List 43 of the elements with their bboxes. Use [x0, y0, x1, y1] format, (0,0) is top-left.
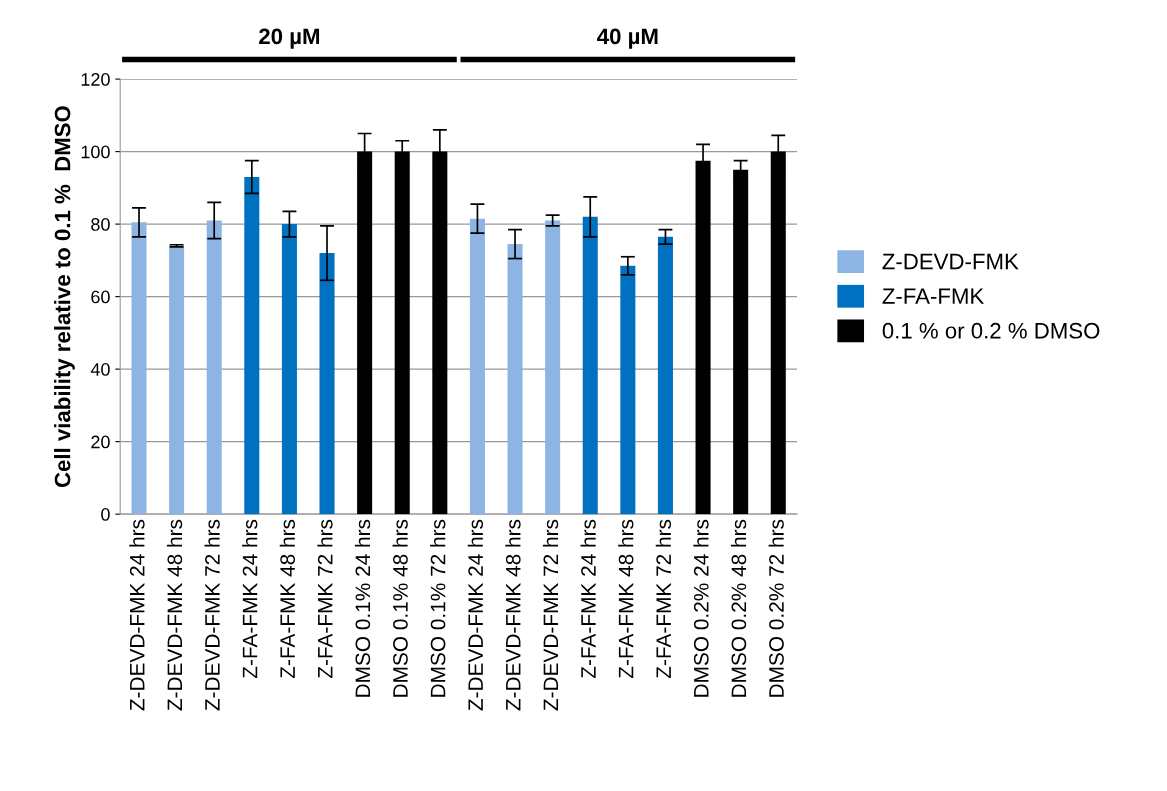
x-tick-label: Z-FA-FMK 48 hrs [279, 519, 296, 679]
x-tick-label: Z-DEVD-FMK 48 hrs [166, 519, 183, 711]
y-axis-title: Cell viability relative to 0.1 % DMSO [54, 106, 75, 488]
x-tick-label: Z-DEVD-FMK 72 hrs [204, 519, 220, 711]
x-tick-label: Z-DEVD-FMK 24 hrs [467, 519, 484, 711]
legend-label: 0.1 % or 0.2 % DMSO [882, 322, 1100, 339]
x-tick-label: Z-FA-FMK 24 hrs [580, 519, 596, 679]
bar [657, 236, 673, 515]
y-tick-label: 120 [81, 73, 110, 86]
bar [281, 224, 297, 515]
x-tick-label: Z-FA-FMK 48 hrs [618, 519, 634, 679]
bar [131, 222, 147, 515]
y-tick-label: 60 [91, 290, 110, 304]
x-tick-label: DMSO 0.1% 72 hrs [430, 519, 446, 697]
x-tick-label: Z-DEVD-FMK 72 hrs [542, 519, 559, 711]
x-tick-label: Z-FA-FMK 72 hrs [317, 519, 333, 679]
x-tick-label: Z-FA-FMK 72 hrs [655, 519, 672, 679]
bar [469, 218, 485, 515]
legend-label: Z-FA-FMK [882, 288, 985, 304]
y-tick-label: 40 [90, 363, 110, 376]
x-tick-label: Z-DEVD-FMK 48 hrs [505, 519, 521, 711]
text: 20 µM [259, 28, 320, 49]
x-tick-label: DMSO 0.1% 24 hrs [354, 519, 371, 697]
legend-label: Z-DEVD-FMK [882, 253, 1019, 270]
y-tick-label: 100 [81, 145, 110, 159]
x-tick-label: DMSO 0.2% 48 hrs [730, 519, 747, 697]
bar [582, 216, 598, 515]
bar [244, 176, 260, 515]
x-tick-label: Z-DEVD-FMK 24 hrs [129, 519, 145, 711]
bar [545, 220, 561, 515]
y-tick-label: 20 [91, 435, 110, 449]
bar [507, 244, 523, 515]
x-tick-label: Z-FA-FMK 24 hrs [242, 519, 258, 679]
x-tick-label: DMSO 0.2% 72 hrs [768, 519, 784, 697]
text: 40 µM [597, 28, 658, 49]
bar [319, 253, 335, 515]
y-tick-label: 80 [91, 218, 110, 231]
bar [169, 245, 185, 515]
bar [206, 220, 222, 515]
y-tick-label: 0 [101, 508, 110, 521]
x-tick-label: DMSO 0.2% 24 hrs [693, 519, 709, 697]
bar [620, 265, 636, 515]
x-tick-label: DMSO 0.1% 48 hrs [392, 519, 408, 697]
